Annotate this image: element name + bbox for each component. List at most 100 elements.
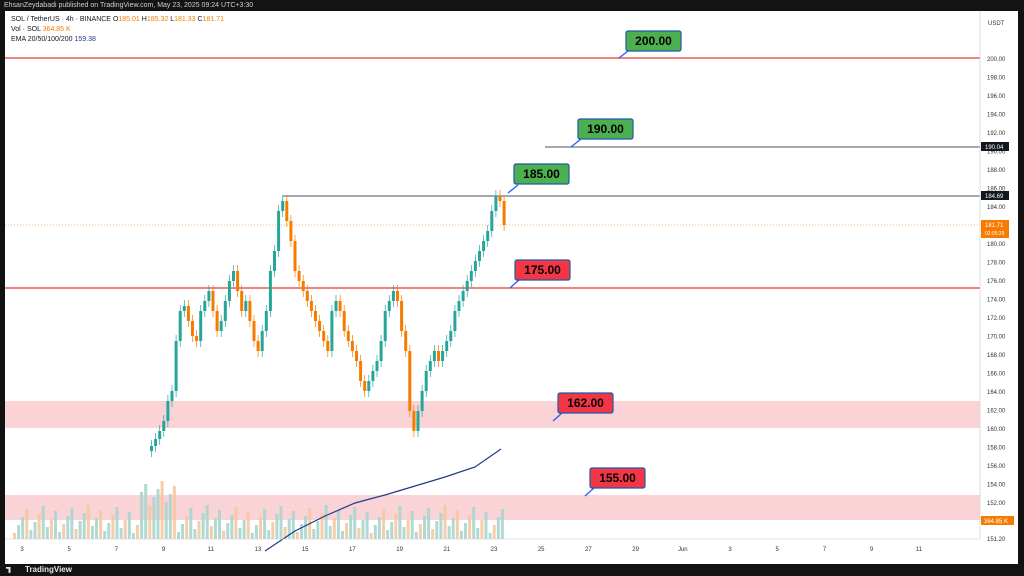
legend-ema-value: 159.38 [74,36,96,43]
legend-high: 185.32 [146,16,169,23]
candle-body [162,421,166,431]
candle-body [449,331,453,341]
volume-bar [205,505,209,539]
time-axis[interactable]: 3 5 7 9 11 13 15 17 19 21 23 25 27 29 Jun 3 5 7 9 11 [5,538,980,553]
candle-body [412,411,416,431]
legend-ema-label: EMA 20/50/100/200 [11,36,73,43]
volume-bar [152,497,156,539]
candle-body [404,331,408,351]
label-200[interactable]: 200.00 [625,30,682,52]
candle-body [199,311,203,341]
price-tick: 158.00 [987,446,1006,452]
published-info: EhsanZeydabadi published on TradingView.… [4,2,254,9]
candle-body [178,311,182,341]
volume-bar [238,528,242,539]
candle-body [232,271,235,281]
volume-bar [58,532,62,539]
label-190-text: 190.00 [587,122,624,136]
chart-frame[interactable]: 200.00 190.00 185.00 175.00 162.00 155.0… [5,11,1018,564]
volume-bar [414,532,418,539]
volume-bar [263,509,267,539]
price-tick: 156.00 [987,464,1006,470]
candle-body [186,306,190,321]
volume-bar [66,516,70,539]
time-tick: 5 [68,547,72,553]
price-tick: 180.00 [987,242,1006,248]
time-tick: 11 [916,547,923,553]
volume-bar [459,531,463,539]
chart-canvas[interactable]: 200.00 190.00 185.00 175.00 162.00 155.0… [5,11,1018,564]
candle-body [359,361,363,381]
label-175[interactable]: 175.00 [514,259,571,281]
publish-header: EhsanZeydabadi published on TradingView.… [0,0,1024,11]
volume-bar [119,528,123,539]
volume-bar [484,512,488,539]
volume-bar [234,507,238,539]
price-axis[interactable]: USDT 200.00 198.00 196.00 194.00 192.00 190.0… [979,11,1014,543]
chart-legend[interactable]: SOL / TetherUS · 4h · BINANCE O185.01 H1… [11,15,224,45]
volume-bar [82,513,86,539]
candle-body [158,431,162,439]
candle-body [195,336,199,341]
legend-low: 181.33 [174,16,196,23]
price-tick: 151.20 [987,537,1006,543]
label-175-text: 175.00 [524,263,561,277]
volume-bar [95,518,98,539]
volume-bar [107,523,111,539]
candle-body [498,196,502,201]
price-tick: 196.00 [987,94,1006,100]
label-185[interactable]: 185.00 [513,163,570,185]
volume-bar [242,520,246,539]
label-162[interactable]: 162.00 [557,392,614,414]
volume-bar [390,522,394,539]
volume-bar [123,520,127,539]
volume-bar [443,505,447,539]
volume-bar [45,527,49,539]
price-tick: 154.00 [987,483,1006,489]
price-tick: 194.00 [987,113,1006,119]
volume-bar [320,513,324,539]
volume-bar [300,524,303,539]
price-tick: 198.00 [987,76,1006,82]
time-tick: 17 [349,547,356,553]
candle-body [367,381,371,391]
candles [150,190,506,457]
candle-body [478,251,481,261]
price-tick: 190.00 [987,150,1006,156]
price-axis-currency: USDT [988,21,1005,27]
volume-bar [140,492,144,539]
candle-body [326,341,330,351]
candle-body [191,321,194,336]
candle-body [256,341,260,351]
candle-body [342,311,346,331]
volume-bar [341,531,344,539]
volume-bar [275,514,279,539]
ema-line [264,448,502,552]
volume-bar [418,524,422,539]
candle-body [240,291,244,311]
legend-close: 181.71 [202,16,224,23]
volume-bar [357,528,361,539]
volume-bar [172,486,176,539]
price-tick: 174.00 [987,298,1006,304]
volume-bar [78,521,82,539]
volume-bar [213,518,217,539]
candle-body [293,241,297,271]
candle-body [236,271,240,291]
candle-body [441,351,445,361]
time-tick: 9 [162,547,166,553]
candle-body [453,311,457,331]
volume-bar [259,517,262,539]
label-190[interactable]: 190.00 [577,118,634,140]
volume-bar [353,507,357,539]
volume-bar [345,523,349,539]
time-tick: 9 [870,547,874,553]
volume-bar [246,512,250,539]
volume-bar [54,511,57,539]
volume-badge [981,516,1014,525]
volume-bar [99,510,103,539]
volume-bar [496,517,500,539]
candle-body [375,361,379,371]
volume-bar [455,510,459,539]
label-155[interactable]: 155.00 [589,467,646,489]
